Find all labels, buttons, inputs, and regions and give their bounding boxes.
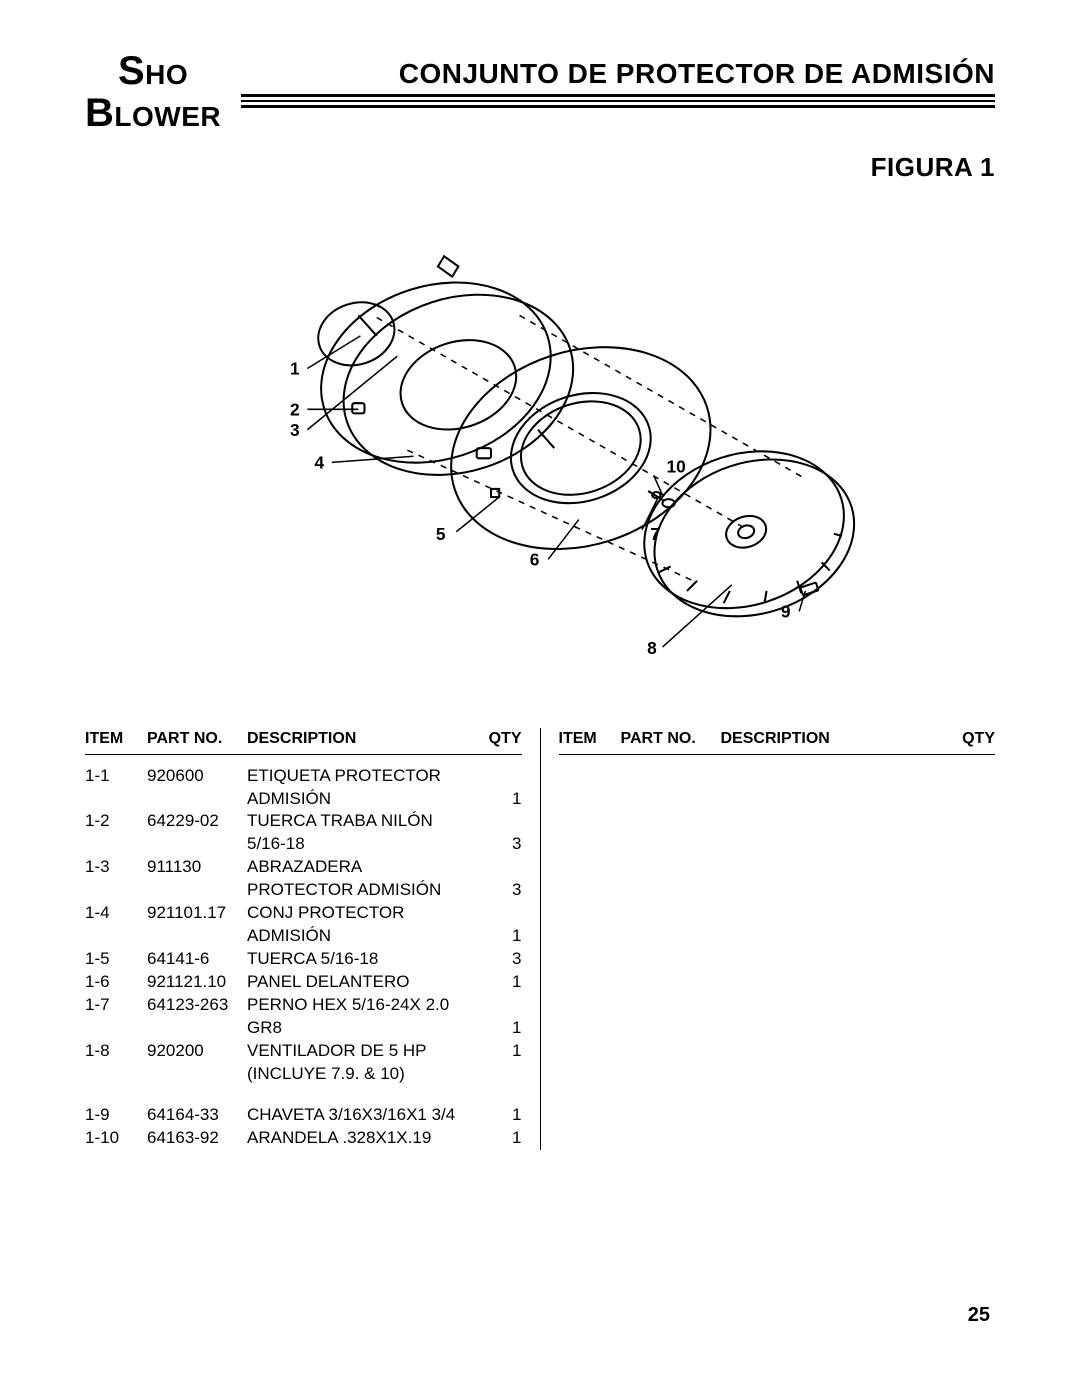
diagram-svg: 1 234 5 6 7 8 9 10 bbox=[190, 193, 890, 693]
cell-desc: ABRAZADERA PROTECTOR ADMISIÓN bbox=[247, 856, 477, 902]
col-desc: DESCRIPTION bbox=[247, 728, 477, 750]
brand-line1: Sho bbox=[118, 49, 188, 93]
header-rules bbox=[241, 94, 995, 108]
page-number: 25 bbox=[968, 1304, 990, 1327]
col-qty: QTY bbox=[950, 728, 995, 750]
table-header: ITEM PART NO. DESCRIPTION QTY bbox=[85, 728, 522, 755]
col-item: ITEM bbox=[85, 728, 147, 750]
title-block: CONJUNTO DE PROTECTOR DE ADMISIÓN bbox=[241, 50, 995, 108]
cell-desc: (INCLUYE 7.9. & 10) bbox=[247, 1063, 477, 1086]
cell-qty: 1 bbox=[477, 1017, 522, 1040]
table-row: 1-764123-263PERNO HEX 5/16-24X 2.0 GR81 bbox=[85, 994, 522, 1040]
table-row: 1-3911130ABRAZADERA PROTECTOR ADMISIÓN3 bbox=[85, 856, 522, 902]
table-row: (INCLUYE 7.9. & 10) bbox=[85, 1063, 522, 1086]
cell-part: 64123-263 bbox=[147, 994, 247, 1040]
cell-item: 1-3 bbox=[85, 856, 147, 902]
callout-number: 9 bbox=[781, 601, 791, 621]
row-spacer bbox=[85, 1086, 522, 1104]
parts-tables: ITEM PART NO. DESCRIPTION QTY 1-1920600E… bbox=[85, 728, 995, 1150]
table-row: 1-6921121.10PANEL DELANTERO1 bbox=[85, 971, 522, 994]
cell-qty: 1 bbox=[477, 1127, 522, 1150]
cell-desc: VENTILADOR DE 5 HP bbox=[247, 1040, 477, 1063]
cell-qty: 1 bbox=[477, 1104, 522, 1127]
cell-item: 1-6 bbox=[85, 971, 147, 994]
cell-item: 1-8 bbox=[85, 1040, 147, 1063]
callout-number: 4 bbox=[314, 453, 324, 473]
callout-number: 5 bbox=[436, 524, 446, 544]
cell-qty: 3 bbox=[477, 948, 522, 971]
cell-qty: 3 bbox=[477, 879, 522, 902]
table-header: ITEM PART NO. DESCRIPTION QTY bbox=[559, 728, 996, 755]
cell-item: 1-2 bbox=[85, 810, 147, 856]
parts-table-right: ITEM PART NO. DESCRIPTION QTY bbox=[540, 728, 996, 1150]
cell-part: 64229-02 bbox=[147, 810, 247, 856]
callout-number: 6 bbox=[530, 549, 540, 569]
cell-item bbox=[85, 1063, 147, 1086]
cell-part: 920200 bbox=[147, 1040, 247, 1063]
cell-item: 1-7 bbox=[85, 994, 147, 1040]
table-body-left: 1-1920600ETIQUETA PROTECTOR ADMISIÓN11-2… bbox=[85, 765, 522, 1150]
table-row: 1-1064163-92ARANDELA .328X1X.191 bbox=[85, 1127, 522, 1150]
cell-desc: ARANDELA .328X1X.19 bbox=[247, 1127, 477, 1150]
table-row: 1-4921101.17CONJ PROTECTOR ADMISIÓN1 bbox=[85, 902, 522, 948]
cell-part: 64141-6 bbox=[147, 948, 247, 971]
cell-desc: CONJ PROTECTOR ADMISIÓN bbox=[247, 902, 477, 948]
col-item: ITEM bbox=[559, 728, 621, 750]
cell-item: 1-5 bbox=[85, 948, 147, 971]
cell-item: 1-4 bbox=[85, 902, 147, 948]
cell-part: 920600 bbox=[147, 765, 247, 811]
callout-number: 10 bbox=[667, 457, 686, 477]
cell-desc: TUERCA TRABA NILÓN 5/16-18 bbox=[247, 810, 477, 856]
cell-desc: PANEL DELANTERO bbox=[247, 971, 477, 994]
cell-item: 1-1 bbox=[85, 765, 147, 811]
col-part: PART NO. bbox=[621, 728, 721, 750]
cell-qty: 3 bbox=[477, 833, 522, 856]
callout-number: 1 bbox=[290, 359, 300, 379]
cell-part bbox=[147, 1063, 247, 1086]
col-qty: QTY bbox=[477, 728, 522, 750]
callout-number: 2 bbox=[290, 399, 300, 419]
exploded-diagram: 1 234 5 6 7 8 9 10 bbox=[85, 193, 995, 698]
table-row: 1-264229-02TUERCA TRABA NILÓN 5/16-183 bbox=[85, 810, 522, 856]
cell-desc: ETIQUETA PROTECTOR ADMISIÓN bbox=[247, 765, 477, 811]
cell-item: 1-10 bbox=[85, 1127, 147, 1150]
parts-table-left: ITEM PART NO. DESCRIPTION QTY 1-1920600E… bbox=[85, 728, 540, 1150]
callout-number: 7 bbox=[650, 524, 660, 544]
cell-part: 64163-92 bbox=[147, 1127, 247, 1150]
cell-part: 911130 bbox=[147, 856, 247, 902]
callout-number: 8 bbox=[647, 638, 657, 658]
table-row: 1-964164-33CHAVETA 3/16X3/16X1 3/41 bbox=[85, 1104, 522, 1127]
col-part: PART NO. bbox=[147, 728, 247, 750]
page-header: Sho Blower CONJUNTO DE PROTECTOR DE ADMI… bbox=[85, 50, 995, 134]
section-title: CONJUNTO DE PROTECTOR DE ADMISIÓN bbox=[241, 58, 995, 90]
cell-part: 921101.17 bbox=[147, 902, 247, 948]
cell-desc: TUERCA 5/16-18 bbox=[247, 948, 477, 971]
brand-logo: Sho Blower bbox=[85, 50, 221, 134]
cell-qty: 1 bbox=[477, 971, 522, 994]
cell-qty: 1 bbox=[477, 788, 522, 811]
table-row: 1-564141-6TUERCA 5/16-183 bbox=[85, 948, 522, 971]
callout-number: 3 bbox=[290, 420, 300, 440]
cell-desc: PERNO HEX 5/16-24X 2.0 GR8 bbox=[247, 994, 477, 1040]
cell-qty: 1 bbox=[477, 1040, 522, 1063]
figure-label: FIGURA 1 bbox=[85, 152, 995, 183]
table-row: 1-1920600ETIQUETA PROTECTOR ADMISIÓN1 bbox=[85, 765, 522, 811]
cell-part: 64164-33 bbox=[147, 1104, 247, 1127]
cell-item: 1-9 bbox=[85, 1104, 147, 1127]
brand-line2: Blower bbox=[85, 91, 221, 135]
table-row: 1-8920200VENTILADOR DE 5 HP1 bbox=[85, 1040, 522, 1063]
cell-qty: 1 bbox=[477, 925, 522, 948]
cell-desc: CHAVETA 3/16X3/16X1 3/4 bbox=[247, 1104, 477, 1127]
cell-part: 921121.10 bbox=[147, 971, 247, 994]
page: Sho Blower CONJUNTO DE PROTECTOR DE ADMI… bbox=[0, 0, 1080, 1397]
col-desc: DESCRIPTION bbox=[721, 728, 951, 750]
